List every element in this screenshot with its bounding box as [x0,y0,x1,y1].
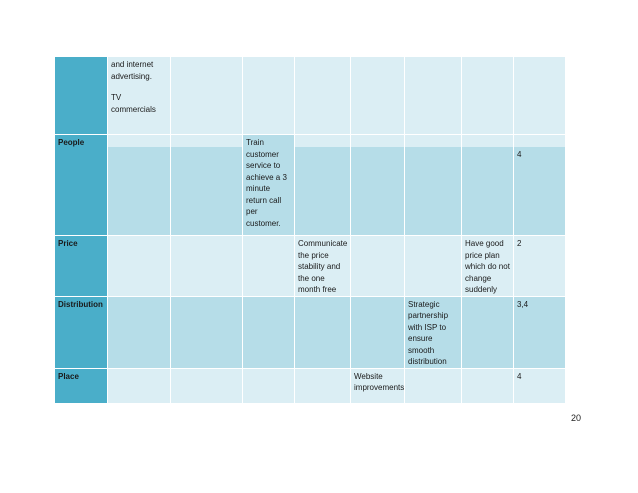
table-cell [242,295,295,369]
table-cell [170,56,243,135]
row-label-place: Place [54,367,108,404]
cell-text: and internet advertising. [111,60,154,81]
table-row: People Train customer service to achieve… [54,134,566,236]
table-row: and internet advertising. TV commercials [54,56,566,135]
table-cell: Have good price plan which do not change… [461,235,514,297]
table-cell: Website improvements [350,367,405,404]
table-cell [170,235,243,297]
table-cell: Communicate the price stability and the … [294,235,351,297]
table-row: Place Website improvements 4 [54,367,566,404]
table-cell [350,134,405,236]
table-cell [404,56,462,135]
table-cell [350,295,405,369]
row-label-distribution: Distribution [54,295,108,369]
row-label-cell [54,56,108,135]
table-cell [404,134,462,236]
table-cell [107,235,171,297]
cell-text: TV commercials [111,93,156,114]
table-cell [513,56,566,135]
marketing-plan-table: and internet advertising. TV commercials… [54,56,566,404]
page-number: 20 [571,413,582,423]
table-row: Distribution Strategic partnership with … [54,295,566,369]
table-cell [350,56,405,135]
table-cell [107,367,171,404]
table-cell [294,295,351,369]
table-cell: 4 [513,134,566,236]
table-cell [242,367,295,404]
row-label-people: People [54,134,108,236]
table-cell [461,367,514,404]
table-cell: and internet advertising. TV commercials [107,56,171,135]
table-cell [350,235,405,297]
table-cell [294,56,351,135]
table-cell [107,134,171,236]
table-cell [242,56,295,135]
table-cell [294,367,351,404]
table-cell [294,134,351,236]
score-cell: 4 [513,367,566,404]
table-cell [170,134,243,236]
score-cell: 3,4 [513,295,566,369]
table-cell [404,235,462,297]
score-cell: 2 [513,235,566,297]
table-row: Price Communicate the price stability an… [54,235,566,297]
table-cell [461,56,514,135]
table-cell [170,367,243,404]
table-cell [242,235,295,297]
table-cell [461,295,514,369]
table-cell [461,134,514,236]
score-cell: 4 [514,147,565,235]
table-cell: Strategic partnership with ISP to ensure… [404,295,462,369]
table-cell [107,295,171,369]
table-cell: Train customer service to achieve a 3 mi… [242,134,295,236]
table-cell [404,367,462,404]
row-label-price: Price [54,235,108,297]
table-cell [170,295,243,369]
